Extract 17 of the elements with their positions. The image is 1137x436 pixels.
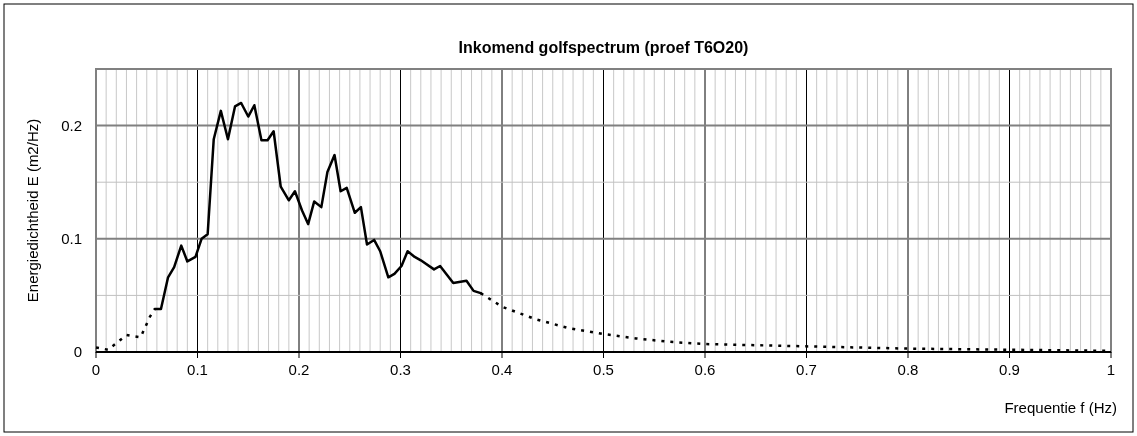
x-tick-label: 0.4 bbox=[491, 361, 513, 378]
x-tick-label: 0.8 bbox=[897, 361, 919, 378]
y-axis-title: Energiedichtheid E (m2/Hz) bbox=[24, 118, 41, 303]
x-tick-label: 0.6 bbox=[694, 361, 716, 378]
x-axis-title: Frequentie f (Hz) bbox=[1004, 399, 1117, 416]
x-tick-label: 0.3 bbox=[390, 361, 411, 378]
x-tick-label: 0 bbox=[91, 361, 101, 378]
x-tick-label: 0.2 bbox=[288, 361, 310, 378]
x-tick-label: 0.5 bbox=[593, 361, 614, 378]
y-tick-label: 0 bbox=[73, 343, 82, 360]
x-tick-label: 1 bbox=[1106, 361, 1116, 378]
y-tick-label: 0.2 bbox=[61, 116, 82, 134]
chart-title: Inkomend golfspectrum (proef T6O20) bbox=[458, 39, 749, 56]
x-tick-label: 0.7 bbox=[796, 361, 817, 378]
y-tick-label: 0.1 bbox=[61, 229, 82, 247]
x-tick-label: 0.9 bbox=[999, 361, 1020, 378]
x-tick-label: 0.1 bbox=[187, 361, 208, 378]
